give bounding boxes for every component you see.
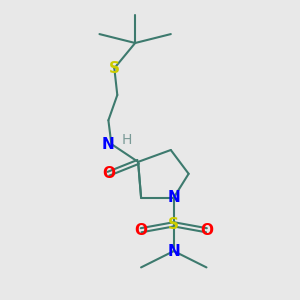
- Text: O: O: [200, 223, 213, 238]
- Text: O: O: [135, 223, 148, 238]
- Text: O: O: [102, 166, 115, 181]
- Text: H: H: [122, 134, 132, 148]
- Text: S: S: [168, 217, 179, 232]
- Text: S: S: [109, 61, 120, 76]
- Text: N: N: [167, 190, 180, 205]
- Text: N: N: [101, 136, 114, 152]
- Text: N: N: [167, 244, 180, 259]
